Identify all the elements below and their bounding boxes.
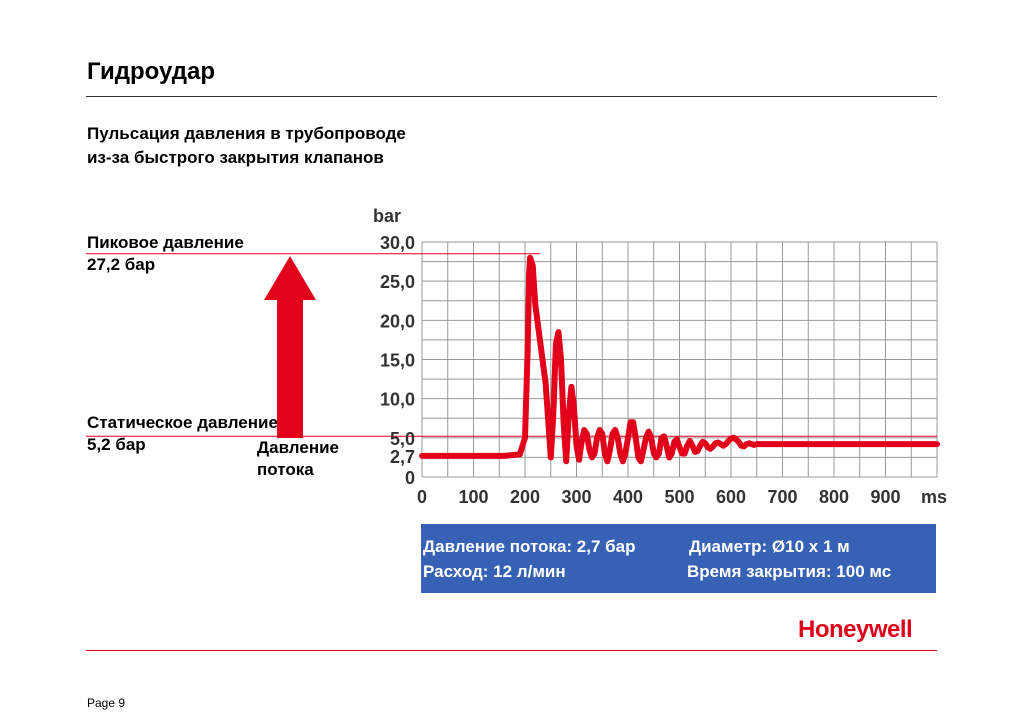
y-tick-label: 15,0 bbox=[380, 351, 415, 371]
static-pressure-value: 5,2 бар bbox=[87, 435, 146, 454]
title-divider bbox=[86, 96, 937, 97]
peak-pressure-value: 27,2 бар bbox=[87, 255, 156, 274]
flow-pressure-line-1: Давление bbox=[257, 438, 339, 457]
flow-rate-info: Расход: 12 л/мин bbox=[423, 562, 566, 581]
x-tick-label: 700 bbox=[767, 487, 797, 507]
x-tick-label: ms bbox=[921, 487, 947, 507]
page-title: Гидроудар bbox=[87, 58, 215, 85]
x-tick-label: 600 bbox=[716, 487, 746, 507]
y-tick-label: 20,0 bbox=[380, 311, 415, 331]
x-tick-label: 0 bbox=[417, 487, 427, 507]
honeywell-logo: Honeywell bbox=[798, 616, 913, 643]
y-tick-label: 25,0 bbox=[380, 272, 415, 292]
footer-divider bbox=[86, 650, 937, 651]
peak-pressure-title: Пиковое давление bbox=[87, 233, 244, 252]
pressure-series bbox=[419, 254, 940, 465]
pressure-rise-arrow bbox=[264, 256, 316, 438]
x-tick-label: 400 bbox=[613, 487, 643, 507]
subtitle-line-2: из-за быстрого закрытия клапанов bbox=[87, 148, 384, 167]
flow-pressure-label: Давление потока bbox=[257, 437, 339, 481]
y-tick-label: 2,7 bbox=[390, 447, 415, 467]
x-tick-label: 900 bbox=[870, 487, 900, 507]
peak-pressure-label: Пиковое давление 27,2 бар bbox=[87, 232, 244, 276]
x-tick-label: 500 bbox=[664, 487, 694, 507]
y-tick-label: 10,0 bbox=[380, 390, 415, 410]
y-tick-label: 0 bbox=[405, 468, 415, 488]
x-tick-label: 300 bbox=[561, 487, 591, 507]
y-tick-label: 5,0 bbox=[390, 429, 415, 449]
flow-pressure-info: Давление потока: 2,7 бар bbox=[423, 537, 636, 556]
x-tick-label: 800 bbox=[819, 487, 849, 507]
y-axis-label: bar bbox=[373, 206, 401, 226]
up-arrow-icon bbox=[264, 256, 316, 438]
axis-labels: 30,0 25,0 20,0 15,0 10,0 5,02,70 bar 0 100 200 300… bbox=[373, 206, 947, 507]
x-tick-label: 200 bbox=[510, 487, 540, 507]
subtitle: Пульсация давления в трубопроводе из-за … bbox=[87, 122, 406, 170]
closing-time-info: Время закрытия: 100 мс bbox=[687, 562, 892, 581]
subtitle-line-1: Пульсация давления в трубопроводе bbox=[87, 124, 406, 143]
page-number: Page 9 bbox=[87, 696, 126, 710]
reference-lines bbox=[86, 253, 937, 437]
parameters-box: Давление потока: 2,7 бар Диаметр: Ø10 x … bbox=[421, 524, 936, 593]
static-pressure-label: Статическое давление 5,2 бар bbox=[87, 412, 278, 456]
diameter-info: Диаметр: Ø10 x 1 м bbox=[689, 537, 850, 556]
x-tick-label: 100 bbox=[458, 487, 488, 507]
pressure-series-line bbox=[419, 254, 940, 465]
flow-pressure-line-2: потока bbox=[257, 460, 314, 479]
static-pressure-title: Статическое давление bbox=[87, 413, 278, 432]
y-tick-label: 30,0 bbox=[380, 233, 415, 253]
